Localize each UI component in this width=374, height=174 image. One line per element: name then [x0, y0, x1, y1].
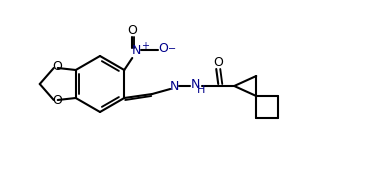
Text: O: O [52, 61, 62, 73]
Text: −: − [168, 44, 177, 54]
Text: O: O [158, 42, 168, 56]
Text: N: N [191, 78, 200, 92]
Text: +: + [141, 41, 149, 51]
Text: N: N [132, 44, 141, 57]
Text: N: N [169, 80, 179, 93]
Text: O: O [52, 94, 62, 108]
Text: O: O [213, 56, 223, 69]
Text: H: H [197, 85, 205, 95]
Text: O: O [127, 25, 137, 38]
